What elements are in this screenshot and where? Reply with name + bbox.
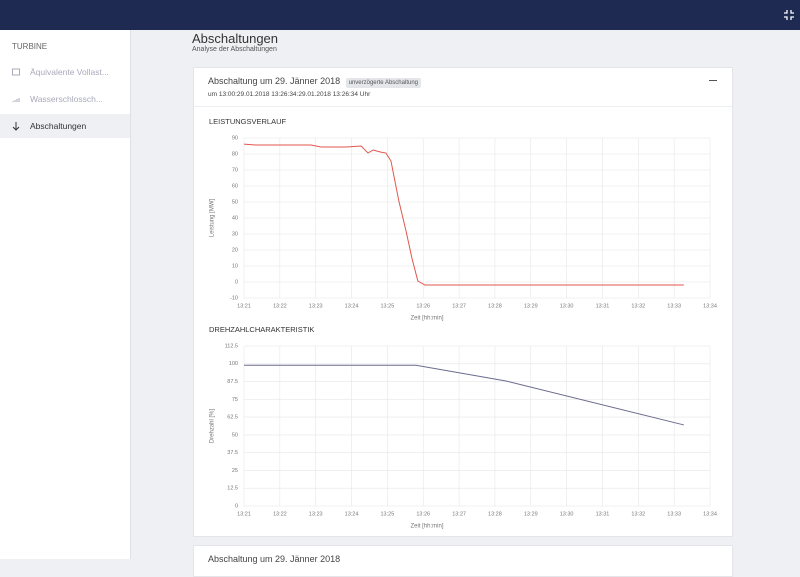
collapse-button[interactable] [709,80,717,81]
data-line [243,143,684,286]
sidebar: TURBINE Äquivalente Vollast... Wassersch… [0,30,131,559]
card-title-text: Abschaltung um 29. Jänner 2018 [208,76,341,86]
card: Abschaltung um 29. Jänner 2018 unverzöge… [193,67,733,537]
x-tick-label: 13:26 [416,511,430,517]
chart-title: DREHZAHLCHARAKTERISTIK [209,325,314,334]
icon [12,68,20,76]
page-title: Abschaltungen [192,31,279,46]
x-tick-label: 13:32 [631,303,645,309]
y-tick-label: 0 [235,503,238,509]
x-axis-label: Zeit [hh:min] [410,524,443,530]
y-axis-label: Leistung [MW] [210,199,216,238]
x-tick-label: 13:24 [345,303,359,309]
y-tick-label: 30 [232,231,238,237]
icon [12,122,20,131]
x-tick-label: 13:31 [596,303,610,309]
y-tick-label: 80 [232,151,238,157]
divider [194,106,732,107]
y-tick-label: 10 [232,263,238,269]
badge: unverzögerte Abschaltung [345,78,421,88]
x-tick-label: 13:31 [596,511,610,517]
nav-item[interactable]: Äquivalente Vollast... [0,60,130,84]
x-tick-label: 13:27 [452,511,466,517]
icon [12,98,20,102]
x-tick-label: 13:27 [452,303,466,309]
y-tick-label: 112.5 [225,343,238,349]
x-tick-label: 13:25 [381,303,395,309]
y-tick-label: 87.5 [227,379,238,385]
x-tick-label: 13:34 [703,511,717,517]
x-tick-label: 13:30 [560,303,574,309]
x-tick-label: 13:32 [631,511,645,517]
y-tick-label: 100 [229,361,238,367]
y-tick-label: -10 [230,295,238,301]
y-tick-label: 62.5 [227,415,238,421]
nav-item[interactable]: Abschaltungen [0,114,130,138]
y-tick-label: 50 [232,199,238,205]
x-tick-label: 13:24 [345,511,359,517]
sidebar-section: TURBINE [12,42,48,51]
chart-title: LEISTUNGSVERLAUF [209,117,287,126]
x-tick-label: 13:33 [667,303,681,309]
top-bar [0,0,800,30]
card-title: Abschaltung um 29. Jänner 2018 unverzöge… [208,76,421,88]
x-tick-label: 13:29 [524,303,538,309]
y-tick-label: 90 [232,135,238,141]
x-tick-label: 13:30 [560,511,574,517]
charts: LEISTUNGSVERLAUF -10 0 10 20 30 40 50 60 70 80 90 13… [209,117,717,530]
x-tick-label: 13:21 [237,511,251,517]
y-tick-label: 12.5 [227,486,238,492]
y-tick-label: 20 [232,247,238,253]
card-subtitle: um 13:00:29.01.2018 13:26:34:29.01.2018 … [208,91,371,98]
y-axis-label: Drehzahl [%] [210,408,216,443]
fullscreen-icon[interactable] [782,8,796,22]
y-tick-label: 40 [232,215,238,221]
data-line [244,364,684,426]
page-subtitle: Analyse der Abschaltungen [192,46,277,53]
y-tick-label: 50 [232,432,238,438]
x-tick-label: 13:33 [667,511,681,517]
y-tick-label: 70 [232,167,238,173]
x-tick-label: 13:25 [381,511,395,517]
y-tick-label: 0 [235,279,238,285]
x-tick-label: 13:34 [703,303,717,309]
next-card: Abschaltung um 29. Jänner 2018 [193,545,733,577]
x-axis-label: Zeit [hh:min] [410,316,443,322]
nav-label: Abschaltungen [30,121,87,131]
nav-item[interactable]: Wasserschlossch... [0,87,130,111]
y-tick-label: 37.5 [227,450,238,456]
nav-label: Äquivalente Vollast... [30,67,109,77]
x-tick-label: 13:23 [309,303,323,309]
x-tick-label: 13:28 [488,303,502,309]
y-tick-label: 75 [232,397,238,403]
x-tick-label: 13:29 [524,511,538,517]
x-tick-label: 13:22 [273,511,287,517]
card-title: Abschaltung um 29. Jänner 2018 [208,554,341,564]
x-tick-label: 13:28 [488,511,502,517]
nav-label: Wasserschlossch... [30,94,103,104]
x-tick-label: 13:21 [237,303,251,309]
y-tick-label: 60 [232,183,238,189]
x-tick-label: 13:22 [273,303,287,309]
y-tick-label: 25 [232,468,238,474]
x-tick-label: 13:26 [416,303,430,309]
x-tick-label: 13:23 [309,511,323,517]
